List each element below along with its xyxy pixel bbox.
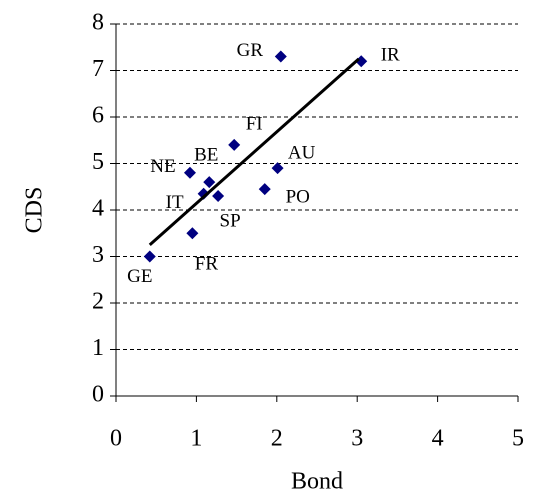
point: [183, 166, 196, 179]
point-label: NE: [150, 156, 175, 177]
point: [271, 162, 284, 175]
y-tick-label: 5: [92, 149, 104, 175]
point-label: SP: [220, 210, 241, 231]
point: [212, 190, 225, 203]
point-label: PO: [286, 186, 310, 207]
point: [355, 55, 368, 68]
y-axis-title: CDS: [22, 187, 48, 234]
point: [143, 250, 156, 263]
point-label: GE: [127, 266, 152, 287]
point: [197, 187, 210, 200]
point-label: AU: [288, 143, 316, 164]
x-tick-label: 1: [190, 426, 202, 452]
y-tick-label: 2: [92, 289, 104, 315]
point: [228, 138, 241, 151]
y-tick-label: 1: [92, 335, 104, 361]
x-tick-label: 2: [271, 426, 283, 452]
point: [186, 227, 199, 240]
x-tick-label: 4: [432, 426, 444, 452]
y-tick-label: 6: [92, 103, 104, 129]
point-label: IR: [381, 45, 400, 66]
point-label: IT: [166, 192, 184, 213]
y-tick-label: 4: [92, 196, 104, 222]
point: [258, 183, 271, 196]
point: [274, 50, 287, 63]
point-label: FR: [195, 254, 219, 275]
y-tick-label: 8: [92, 10, 104, 36]
point: [203, 176, 216, 189]
y-tick-label: 0: [92, 382, 104, 408]
y-tick-label: 3: [92, 242, 104, 268]
x-axis-title: Bond: [291, 469, 343, 495]
x-tick-label: 5: [512, 426, 524, 452]
y-tick-label: 7: [92, 56, 104, 82]
point-label: BE: [194, 144, 218, 165]
point-label: FI: [246, 113, 263, 134]
trendline: [148, 57, 360, 246]
x-tick-label: 0: [110, 426, 122, 452]
point-label: GR: [237, 40, 264, 61]
x-tick-label: 3: [351, 426, 363, 452]
